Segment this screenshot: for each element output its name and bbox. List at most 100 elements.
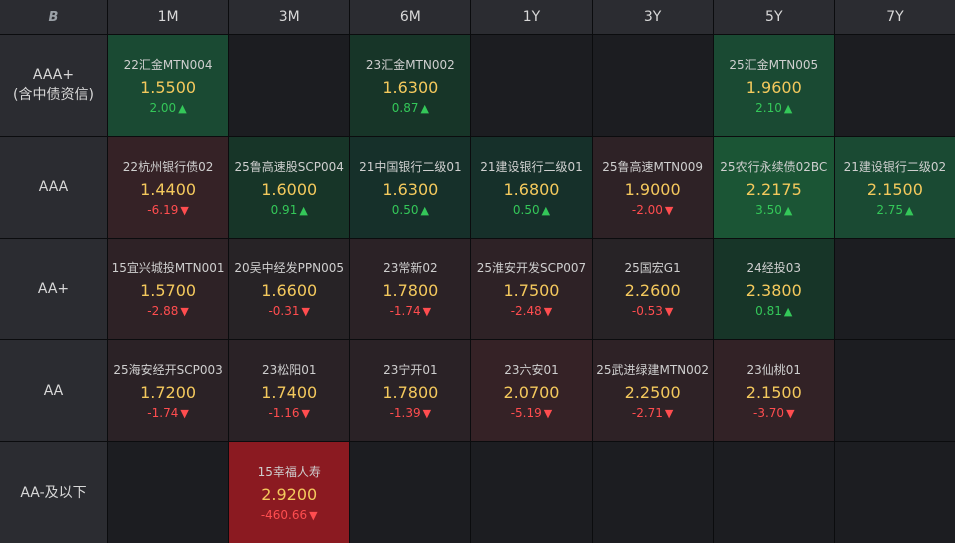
empty-cell (471, 35, 592, 136)
column-header-3m[interactable]: 3M (229, 0, 350, 34)
bond-name: 25国宏G1 (624, 261, 681, 276)
bond-cell[interactable]: 20吴中经发PPN005 1.6600 -0.31 ▼ (229, 238, 350, 340)
bond-cell[interactable]: 23六安01 2.0700 -5.19 ▼ (471, 340, 592, 442)
change-value: 3.50 (755, 202, 782, 217)
bond-name: 25鲁高速股SCP004 (234, 159, 344, 174)
bond-cell[interactable]: 23常新02 1.7800 -1.74 ▼ (350, 238, 471, 340)
bond-change: -6.19 ▼ (147, 203, 189, 217)
empty-cell (834, 340, 955, 442)
bond-cell[interactable]: 25鲁高速MTN009 1.9000 -2.00 ▼ (592, 136, 713, 238)
bond-name: 25鲁高速MTN009 (602, 159, 704, 174)
column-header-6m[interactable]: 6M (350, 0, 471, 34)
bond-rate: 1.7200 (140, 383, 197, 403)
bond-cell[interactable]: 21中国银行二级01 1.6300 0.50 ▲ (350, 136, 471, 238)
bond-cell[interactable]: 25海安经开SCP003 1.7200 -1.74 ▼ (108, 340, 229, 442)
bond-name: 25海安经开SCP003 (113, 363, 223, 378)
bond-rate: 1.5500 (140, 77, 197, 97)
triangle-down-icon: ▼ (301, 407, 310, 421)
empty-cell (592, 442, 713, 543)
bond-cell[interactable]: 22汇金MTN004 1.5500 2.00 ▲ (108, 35, 229, 136)
change-value: -1.16 (268, 406, 300, 421)
bond-rate: 2.2175 (745, 179, 802, 199)
bond-change: -1.16 ▼ (268, 406, 310, 420)
bond-change: 2.75 ▲ (876, 203, 913, 217)
bond-change: -2.00 ▼ (632, 203, 674, 217)
triangle-up-icon: ▲ (783, 101, 793, 115)
bond-cell[interactable]: 25农行永续债02BC 2.2175 3.50 ▲ (713, 136, 834, 238)
bond-change: -2.88 ▼ (147, 304, 189, 318)
change-value: -1.74 (389, 304, 421, 319)
bond-cell[interactable]: 23仙桃01 2.1500 -3.70 ▼ (713, 340, 834, 442)
bond-cell[interactable]: 25国宏G1 2.2600 -0.53 ▼ (592, 238, 713, 340)
bond-change: 0.50 ▲ (513, 203, 550, 217)
bond-name: 25汇金MTN005 (729, 57, 819, 72)
bond-name: 21中国银行二级01 (359, 159, 462, 174)
bond-change: 0.81 ▲ (755, 304, 792, 318)
triangle-down-icon: ▼ (309, 509, 318, 523)
bond-cell[interactable]: 21建设银行二级02 2.1500 2.75 ▲ (834, 136, 955, 238)
bond-cell[interactable]: 23宁开01 1.7800 -1.39 ▼ (350, 340, 471, 442)
bond-name: 23宁开01 (383, 363, 438, 378)
triangle-down-icon: ▼ (301, 305, 310, 319)
change-value: 2.75 (876, 202, 904, 217)
bond-rate: 1.5700 (140, 281, 197, 301)
change-value: -1.39 (389, 406, 421, 421)
empty-cell (592, 35, 713, 136)
column-header-5y[interactable]: 5Y (713, 0, 834, 34)
bond-cell[interactable]: 24经投03 2.3800 0.81 ▲ (713, 238, 834, 340)
column-header-1y[interactable]: 1Y (471, 0, 592, 34)
bond-cell[interactable]: 23汇金MTN002 1.6300 0.87 ▲ (350, 35, 471, 136)
triangle-down-icon: ▼ (786, 407, 795, 421)
bond-rate: 1.7800 (382, 281, 439, 301)
column-header-7y[interactable]: 7Y (834, 0, 955, 34)
triangle-up-icon: ▲ (783, 305, 793, 319)
column-header-1m[interactable]: 1M (108, 0, 229, 34)
bond-cell[interactable]: 25武进绿建MTN002 2.2500 -2.71 ▼ (592, 340, 713, 442)
bond-cell[interactable]: 21建设银行二级01 1.6800 0.50 ▲ (471, 136, 592, 238)
change-value: -6.19 (147, 202, 179, 217)
change-value: 0.91 (270, 202, 298, 217)
row-label: AA+ (0, 238, 107, 340)
triangle-down-icon: ▼ (422, 305, 432, 319)
triangle-up-icon: ▲ (905, 203, 914, 217)
bond-rate: 2.3800 (745, 281, 802, 301)
bond-rate: 2.9200 (261, 485, 318, 505)
bond-change: 3.50 ▲ (755, 203, 792, 217)
bond-rate: 2.2600 (624, 281, 681, 301)
triangle-up-icon: ▲ (299, 203, 308, 217)
bond-change: -0.53 ▼ (632, 304, 674, 318)
bond-change: 2.00 ▲ (149, 101, 186, 115)
bond-cell[interactable]: 15宜兴城投MTN001 1.5700 -2.88 ▼ (108, 238, 229, 340)
bond-change: -2.71 ▼ (632, 406, 674, 420)
bond-rate: 1.6300 (382, 77, 439, 97)
empty-cell (834, 442, 955, 543)
bond-cell[interactable]: 15幸福人寿 2.9200 -460.66 ▼ (229, 442, 350, 543)
triangle-down-icon: ▼ (664, 407, 674, 421)
empty-cell (229, 35, 350, 136)
bond-cell[interactable]: 22杭州银行债02 1.4400 -6.19 ▼ (108, 136, 229, 238)
triangle-up-icon: ▲ (420, 101, 429, 115)
change-value: 2.10 (755, 100, 782, 115)
bond-name: 24经投03 (746, 261, 802, 276)
bond-rate: 2.1500 (745, 383, 802, 403)
row-label: AA-及以下 (0, 442, 107, 543)
column-header-3y[interactable]: 3Y (592, 0, 713, 34)
bond-cell[interactable]: 25淮安开发SCP007 1.7500 -2.48 ▼ (471, 238, 592, 340)
bond-name: 22汇金MTN004 (123, 57, 213, 72)
bond-cell[interactable]: 23松阳01 1.7400 -1.16 ▼ (229, 340, 350, 442)
change-value: 2.00 (149, 100, 177, 115)
triangle-up-icon: ▲ (420, 203, 429, 217)
bond-change: -2.48 ▼ (511, 304, 553, 318)
bond-change: 0.87 ▲ (392, 101, 429, 115)
corner-logo-icon: B (0, 0, 107, 34)
change-value: -2.71 (631, 406, 663, 421)
bond-name: 23六安01 (504, 363, 559, 378)
triangle-down-icon: ▼ (664, 305, 674, 319)
bond-cell[interactable]: 25鲁高速股SCP004 1.6000 0.91 ▲ (229, 136, 350, 238)
empty-cell (834, 238, 955, 340)
triangle-up-icon: ▲ (783, 203, 793, 217)
row-label: AA (0, 340, 107, 442)
bond-name: 25武进绿建MTN002 (596, 363, 710, 378)
bond-cell[interactable]: 25汇金MTN005 1.9600 2.10 ▲ (713, 35, 834, 136)
bond-change: -0.31 ▼ (268, 304, 310, 318)
